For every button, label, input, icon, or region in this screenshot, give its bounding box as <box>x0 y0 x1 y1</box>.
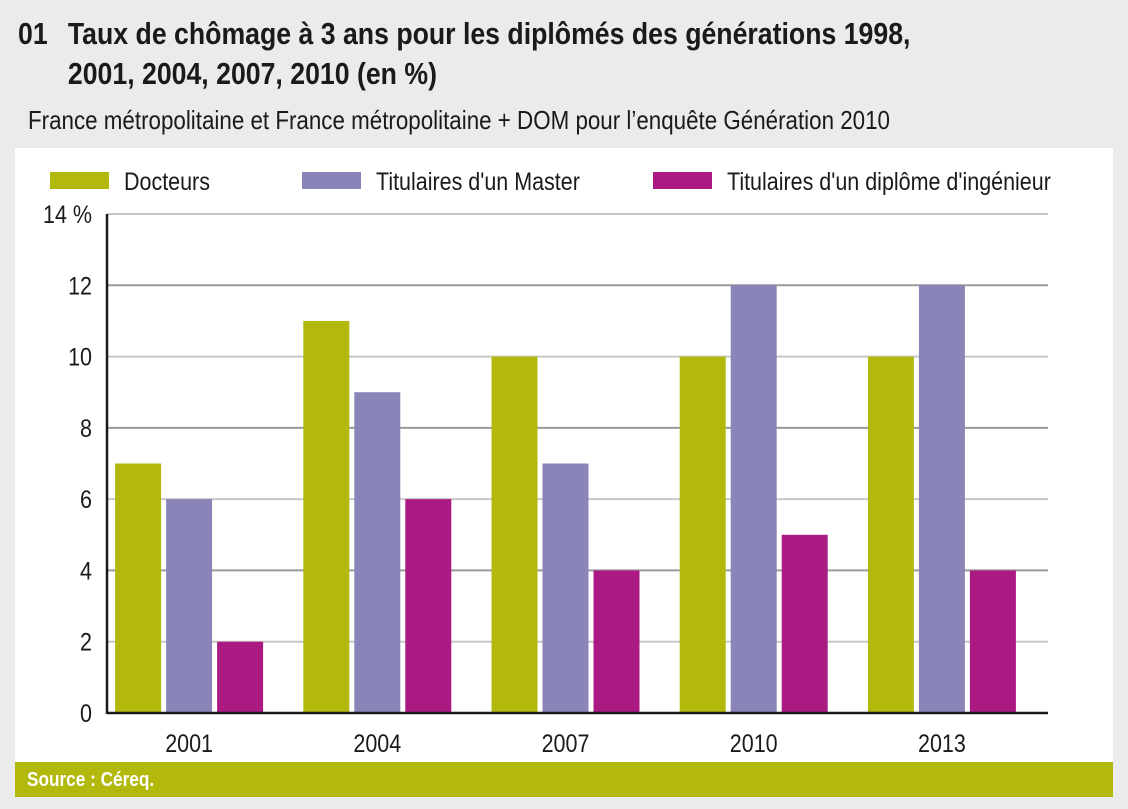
legend-item-titulaires-d-un-master: Titulaires d'un Master <box>302 167 580 195</box>
bar-docteurs-2013 <box>867 356 914 713</box>
y-tick-label: 2 <box>80 628 92 656</box>
y-tick-label: 4 <box>80 557 92 585</box>
bar-docteurs-2001 <box>115 463 162 713</box>
axes <box>105 214 1048 715</box>
x-tick-label: 2001 <box>165 729 213 757</box>
bar-docteurs-2010 <box>679 356 726 713</box>
y-tick-label: 6 <box>80 486 92 514</box>
bar-titulaires-d-un-master-2001 <box>166 499 213 713</box>
bar-titulaires-d-un-dipl-me-d-ing-nieur-2001 <box>217 641 264 713</box>
bar-titulaires-d-un-dipl-me-d-ing-nieur-2010 <box>781 534 828 713</box>
chart-title: 01 Taux de chômage à 3 ans pour les diplô… <box>18 14 910 94</box>
y-tick-label: 10 <box>68 343 92 371</box>
legend-label: Titulaires d'un Master <box>376 167 580 195</box>
x-axis-ticks: 2001 2004 2007 2010 2013 <box>165 729 966 757</box>
x-tick-label: 2010 <box>730 729 778 757</box>
bar-titulaires-d-un-dipl-me-d-ing-nieur-2013 <box>969 570 1016 713</box>
x-tick-label: 2007 <box>542 729 590 757</box>
chart-title-line2: 2001, 2004, 2007, 2010 (en %) <box>67 56 437 91</box>
legend-item-titulaires-d-un-dipl-me-d-ing-nieur: Titulaires d'un diplôme d'ingénieur <box>653 167 1051 195</box>
bar-titulaires-d-un-dipl-me-d-ing-nieur-2007 <box>593 570 640 713</box>
bar-titulaires-d-un-master-2013 <box>918 285 965 713</box>
y-axis-ticks: 0 2 4 6 8 10 12 14 % <box>43 200 92 727</box>
x-tick-label: 2013 <box>918 729 966 757</box>
legend-item-docteurs: Docteurs <box>50 167 210 195</box>
y-tick-label: 12 <box>68 272 92 300</box>
bar-titulaires-d-un-master-2004 <box>354 392 401 713</box>
source-text: Source : Céreq. <box>27 769 155 791</box>
bar-docteurs-2007 <box>491 356 538 713</box>
chart-subtitle: France métropolitaine et France métropol… <box>28 105 890 135</box>
bars <box>115 285 1016 713</box>
legend-swatch <box>653 172 712 189</box>
chart-title-line1: Taux de chômage à 3 ans pour les diplômé… <box>67 16 911 51</box>
chart-number: 01 <box>18 16 48 51</box>
legend-swatch <box>302 172 361 189</box>
legend-label: Titulaires d'un diplôme d'ingénieur <box>727 167 1051 195</box>
legend-label: Docteurs <box>124 167 210 195</box>
y-tick-label: 14 % <box>43 200 92 228</box>
bar-docteurs-2004 <box>303 320 350 713</box>
y-tick-label: 8 <box>80 414 92 442</box>
legend-swatch <box>50 172 109 189</box>
legend: Docteurs Titulaires d'un Master Titulaires… <box>50 167 1051 195</box>
bar-titulaires-d-un-master-2007 <box>542 463 589 713</box>
y-tick-label: 0 <box>80 699 92 727</box>
bar-titulaires-d-un-dipl-me-d-ing-nieur-2004 <box>405 499 452 713</box>
x-tick-label: 2004 <box>353 729 401 757</box>
source-bar: Source : Céreq. <box>15 762 1113 797</box>
bar-titulaires-d-un-master-2010 <box>730 285 777 713</box>
